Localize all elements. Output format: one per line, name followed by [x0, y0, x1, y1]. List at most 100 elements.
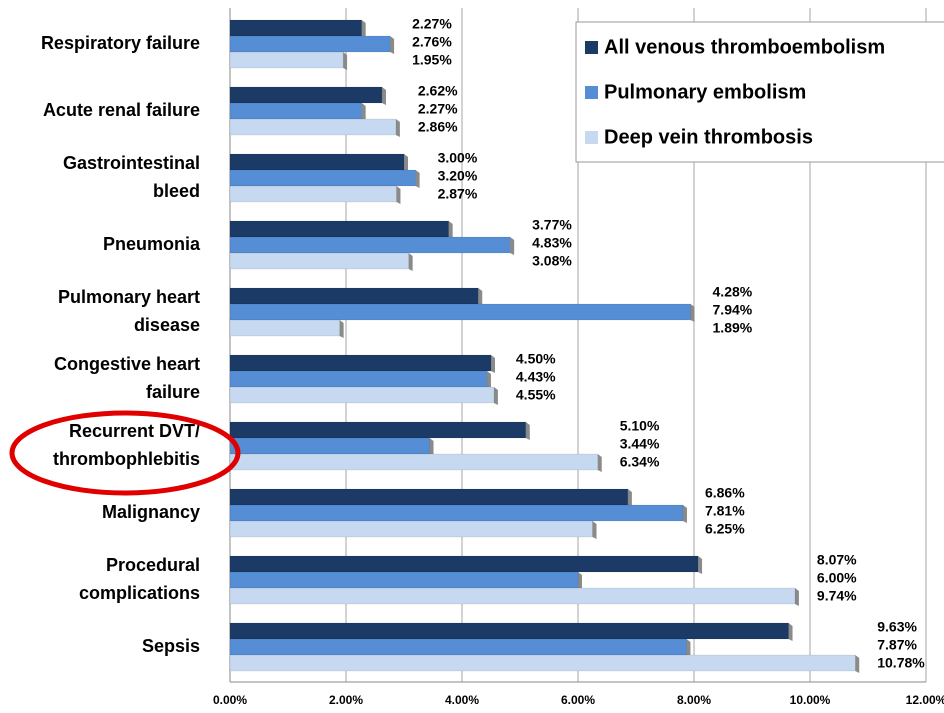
x-tick-label: 4.00%	[445, 693, 479, 707]
category-label: Pneumonia	[103, 234, 201, 254]
bar	[229, 118, 397, 136]
bar	[229, 303, 691, 321]
value-label: 2.27%	[412, 16, 452, 32]
value-label: 2.86%	[418, 119, 458, 135]
bar-cap	[339, 320, 344, 338]
bar-cap	[510, 237, 515, 255]
value-label: 3.08%	[532, 253, 572, 269]
value-label: 10.78%	[877, 655, 925, 671]
bar	[229, 488, 629, 506]
value-label: 5.10%	[620, 418, 660, 434]
legend-swatch	[585, 86, 598, 99]
bar-cap	[855, 655, 860, 673]
bar-cap	[592, 521, 597, 539]
bar-cap	[525, 422, 530, 440]
value-label: 6.25%	[705, 521, 745, 537]
value-label: 7.87%	[877, 637, 917, 653]
x-tick-label: 2.00%	[329, 693, 363, 707]
bar-cap	[381, 87, 386, 105]
bar	[229, 35, 391, 53]
bar	[229, 185, 397, 203]
bar	[229, 622, 789, 640]
value-label: 1.89%	[713, 320, 753, 336]
bar	[229, 571, 579, 589]
value-label: 4.43%	[516, 369, 556, 385]
value-label: 2.87%	[438, 186, 478, 202]
value-label: 4.28%	[713, 284, 753, 300]
x-tick-label: 0.00%	[213, 693, 247, 707]
value-label: 2.76%	[412, 34, 452, 50]
bar	[229, 319, 340, 337]
category-label: Pulmonary heart disease	[58, 287, 200, 335]
bar-cap	[627, 489, 632, 507]
value-label: 2.62%	[418, 83, 458, 99]
value-label: 3.00%	[438, 150, 478, 166]
bar-cap	[493, 387, 498, 405]
category-label: Congestive heart failure	[54, 354, 200, 402]
bar-cap	[491, 355, 495, 373]
bar	[229, 638, 687, 656]
value-label: 2.27%	[418, 101, 458, 117]
legend-swatch	[585, 41, 598, 54]
bar-cap	[390, 36, 395, 54]
bar	[229, 236, 511, 254]
bar-cap	[408, 253, 413, 271]
bar-cap	[395, 119, 400, 137]
legend-swatch	[585, 131, 598, 144]
value-label: 6.00%	[817, 570, 857, 586]
bar	[229, 587, 796, 605]
bar-cap	[686, 639, 691, 657]
value-label: 4.83%	[532, 235, 572, 251]
legend-label: Pulmonary embolism	[604, 81, 806, 103]
value-label: 8.07%	[817, 552, 857, 568]
legend-label: Deep vein thrombosis	[604, 126, 813, 148]
bar	[229, 169, 416, 187]
category-label: Malignancy	[102, 502, 200, 522]
bar	[229, 153, 405, 171]
value-label: 7.94%	[713, 302, 753, 318]
bar-cap	[415, 170, 420, 188]
bar-cap	[396, 186, 401, 204]
value-label: 3.20%	[438, 168, 478, 184]
value-label: 1.95%	[412, 52, 452, 68]
legend-label: All venous thromboembolism	[604, 36, 885, 58]
x-tick-label: 12.00%	[906, 693, 944, 707]
bar	[229, 453, 598, 471]
value-label: 3.44%	[620, 436, 660, 452]
bar-cap	[361, 103, 366, 121]
x-tick-label: 10.00%	[790, 693, 831, 707]
bar-cap	[682, 505, 687, 523]
bar-cap	[361, 20, 366, 38]
bar	[229, 555, 699, 573]
legend-box	[575, 21, 944, 163]
bar-cap	[486, 371, 491, 389]
category-label: Respiratory failure	[41, 33, 200, 53]
bar	[229, 354, 492, 372]
category-label: Procedural complications	[79, 555, 200, 603]
value-label: 9.74%	[817, 588, 857, 604]
bar-cap	[698, 556, 703, 574]
x-tick-label: 8.00%	[677, 693, 711, 707]
bar	[229, 51, 344, 69]
value-label: 4.50%	[516, 351, 556, 367]
bar-cap	[597, 454, 602, 472]
bar	[229, 102, 362, 120]
bar-cap	[448, 221, 453, 239]
bar	[229, 504, 684, 522]
bar-cap	[343, 52, 348, 70]
value-label: 4.55%	[516, 387, 556, 403]
category-label: Gastrointestinal bleed	[63, 153, 200, 201]
bar-cap	[690, 304, 695, 322]
category-label: Sepsis	[142, 636, 200, 656]
bar-cap	[794, 588, 799, 606]
value-label: 9.63%	[877, 619, 917, 635]
value-label: 6.86%	[705, 485, 745, 501]
bar-cap	[404, 154, 408, 172]
bar-cap	[788, 623, 793, 641]
bar	[229, 654, 856, 672]
bar	[229, 220, 449, 238]
bar-cap	[478, 288, 483, 306]
bar	[229, 520, 593, 538]
bar	[229, 86, 383, 104]
